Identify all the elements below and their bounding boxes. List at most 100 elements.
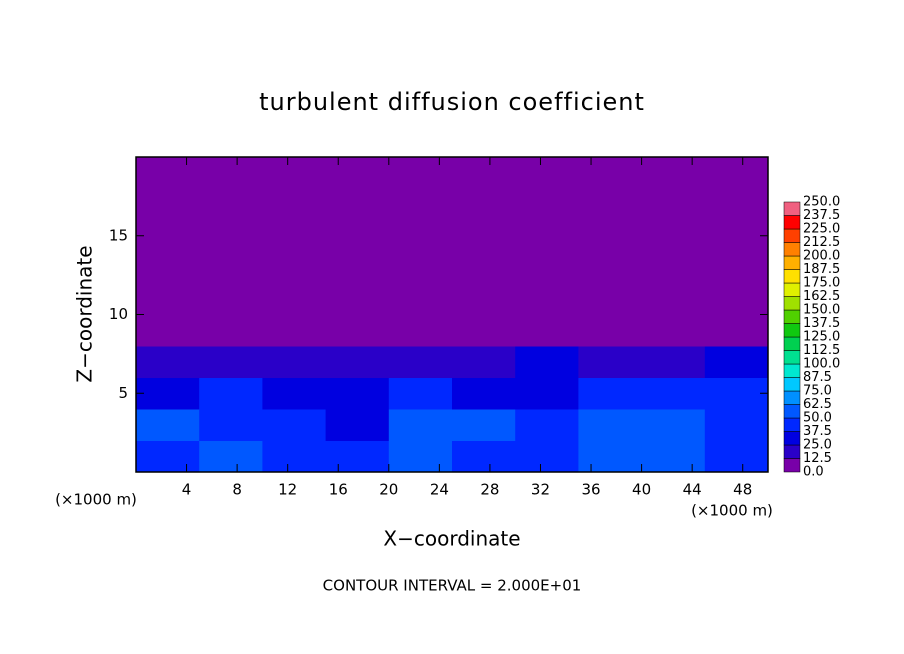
colorbar-swatch bbox=[783, 377, 801, 392]
heatmap-cell bbox=[641, 409, 706, 441]
heatmap-cell bbox=[136, 157, 200, 347]
heatmap-cell bbox=[704, 346, 769, 378]
colorbar-label: 112.5 bbox=[803, 343, 840, 358]
heatmap-cell bbox=[704, 377, 769, 410]
colorbar-swatch bbox=[783, 363, 801, 378]
y-tick-label: 15 bbox=[109, 226, 128, 244]
colorbar-label: 137.5 bbox=[803, 316, 840, 331]
colorbar-label: 225.0 bbox=[803, 222, 840, 237]
colorbar-label: 125.0 bbox=[803, 330, 840, 345]
y-axis-label: Z−coordinate bbox=[73, 245, 97, 382]
heatmap-cell bbox=[452, 409, 516, 441]
heatmap-cell bbox=[136, 409, 200, 441]
heatmap-cell bbox=[325, 377, 390, 410]
y-tick-label: 5 bbox=[118, 384, 128, 402]
heatmap-cell bbox=[262, 440, 327, 473]
colorbar-label: 50.0 bbox=[803, 411, 832, 426]
colorbar-swatch bbox=[783, 242, 801, 257]
x-tick-label: 28 bbox=[480, 481, 499, 499]
colorbar-label: 62.5 bbox=[803, 397, 832, 412]
colorbar-label: 100.0 bbox=[803, 357, 840, 372]
heatmap-cell bbox=[452, 377, 516, 410]
colorbar-label: 162.5 bbox=[803, 289, 840, 304]
heatmap-cell bbox=[578, 377, 643, 410]
colorbar-swatch bbox=[783, 417, 801, 432]
heatmap-cell bbox=[136, 440, 200, 473]
colorbar-label: 237.5 bbox=[803, 208, 840, 223]
x-tick-label: 20 bbox=[379, 481, 398, 499]
heatmap-cell bbox=[262, 377, 327, 410]
heatmap-cell bbox=[704, 409, 769, 441]
colorbar-swatch bbox=[783, 323, 801, 338]
colorbar-label: 37.5 bbox=[803, 424, 832, 439]
heatmap-cell bbox=[136, 377, 200, 410]
heatmap-cell bbox=[388, 409, 453, 441]
heatmap-cell bbox=[199, 377, 263, 410]
colorbar-swatch bbox=[783, 269, 801, 284]
heatmap-cell bbox=[199, 440, 263, 473]
colorbar-label: 212.5 bbox=[803, 235, 840, 250]
heatmap-cell bbox=[136, 346, 200, 378]
colorbar-swatch bbox=[783, 431, 801, 446]
colorbar-label: 0.0 bbox=[803, 465, 824, 480]
heatmap-cell bbox=[199, 346, 263, 378]
colorbar-label: 150.0 bbox=[803, 303, 840, 318]
colorbar-label: 175.0 bbox=[803, 276, 840, 291]
heatmap-cell bbox=[325, 157, 390, 347]
heatmap-cell bbox=[388, 346, 453, 378]
x-tick-label: 24 bbox=[430, 481, 449, 499]
x-unit-label: (×1000 m) bbox=[691, 502, 773, 520]
colorbar-label: 75.0 bbox=[803, 384, 832, 399]
heatmap-cell bbox=[578, 157, 643, 347]
colorbar-swatch bbox=[783, 228, 801, 243]
colorbar-swatch bbox=[783, 336, 801, 351]
heatmap-cell bbox=[325, 346, 390, 378]
x-tick-label: 40 bbox=[632, 481, 651, 499]
heatmap-cell bbox=[515, 157, 579, 347]
heatmap-cell bbox=[515, 346, 579, 378]
heatmap-cell bbox=[325, 440, 390, 473]
colorbar-swatch bbox=[783, 282, 801, 297]
heatmap-cell bbox=[199, 409, 263, 441]
heatmap-cell bbox=[704, 157, 769, 347]
colorbar-swatch bbox=[783, 444, 801, 459]
heatmap-cell bbox=[515, 409, 579, 441]
colorbar-swatch bbox=[783, 458, 801, 473]
x-tick-label: 48 bbox=[733, 481, 752, 499]
heatmap-cell bbox=[452, 157, 516, 347]
x-tick-label: 16 bbox=[329, 481, 348, 499]
colorbar-label: 250.0 bbox=[803, 195, 840, 210]
colorbar-swatch bbox=[783, 255, 801, 270]
heatmap-cell bbox=[578, 409, 643, 441]
x-tick-label: 8 bbox=[232, 481, 242, 499]
heatmap-cell bbox=[262, 409, 327, 441]
x-axis-label: X−coordinate bbox=[383, 527, 520, 551]
heatmap-cell bbox=[452, 346, 516, 378]
heatmap-cell bbox=[704, 440, 769, 473]
heatmap-cell bbox=[388, 440, 453, 473]
colorbar-swatch bbox=[783, 201, 801, 216]
x-tick-label: 44 bbox=[683, 481, 702, 499]
colorbar-label: 87.5 bbox=[803, 370, 832, 385]
colorbar-swatch bbox=[783, 296, 801, 311]
heatmap-cell bbox=[199, 157, 263, 347]
footer-note: CONTOUR INTERVAL = 2.000E+01 bbox=[323, 577, 582, 595]
colorbar-label: 200.0 bbox=[803, 249, 840, 264]
heatmap-cell bbox=[515, 377, 579, 410]
heatmap-cell bbox=[262, 157, 327, 347]
heatmap-cell bbox=[641, 157, 706, 347]
heatmap-cell bbox=[325, 409, 390, 441]
heatmap-cell bbox=[262, 346, 327, 378]
y-tick-label: 10 bbox=[109, 305, 128, 323]
heatmap-cell bbox=[578, 440, 643, 473]
heatmap-cell bbox=[578, 346, 643, 378]
x-tick-label: 4 bbox=[182, 481, 192, 499]
chart-title: turbulent diffusion coefficient bbox=[259, 88, 645, 116]
colorbar-label: 12.5 bbox=[803, 451, 832, 466]
heatmap-cell bbox=[515, 440, 579, 473]
colorbar-label: 187.5 bbox=[803, 262, 840, 277]
heatmap-cell bbox=[452, 440, 516, 473]
colorbar-swatch bbox=[783, 215, 801, 230]
colorbar-label: 25.0 bbox=[803, 438, 832, 453]
